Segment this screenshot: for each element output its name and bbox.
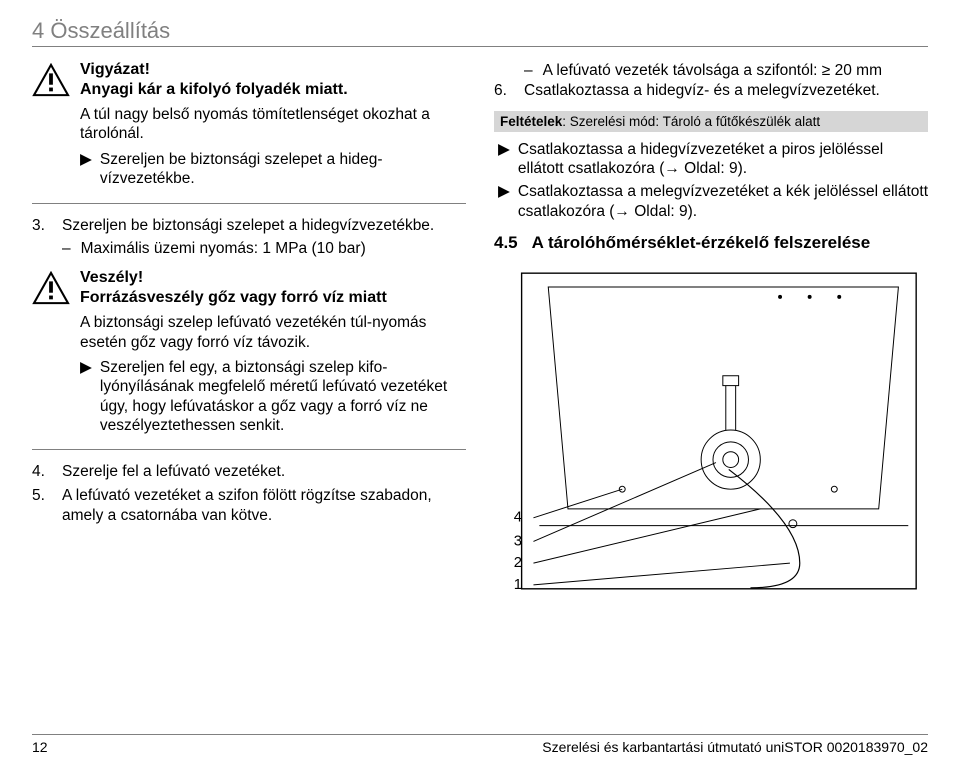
bullet-text: Csatlakoztassa a hidegvízvezetéket a pir… — [518, 140, 928, 179]
triangle-icon: ▶ — [80, 150, 92, 189]
right-column: – A lefúvató vezeték távolsága a szifont… — [494, 61, 928, 600]
triangle-icon: ▶ — [80, 358, 92, 436]
conditions-text: : Szerelési mód: Tároló a fűtőkészülék a… — [562, 114, 820, 129]
step-text: Szerelje fel a lefúvató vezetéket. — [62, 462, 466, 482]
step-number: 6. — [494, 81, 512, 101]
step-text: A lefúvató vezetéket a szifon fölött rög… — [62, 486, 466, 526]
diagram-label-1: 1 — [514, 577, 522, 593]
subsection-title: A tárolóhőmérséklet-érzékelő felszerelés… — [532, 233, 871, 253]
page-number: 12 — [32, 739, 48, 755]
diagram-label-3: 3 — [514, 534, 522, 550]
sensor-install-diagram: 4 3 2 1 — [494, 265, 928, 595]
connect-bullet-2: ▶ Csatlakoztassa a melegvízvezetéket a k… — [498, 182, 928, 221]
step-number: 5. — [32, 486, 50, 526]
doc-reference: Szerelési és karbantartási útmutató uniS… — [542, 739, 928, 755]
danger-subtitle: Forrázásveszély gőz vagy forró víz miatt — [80, 289, 466, 307]
danger-text: A biztonsági szelep lefúvató vezetékén t… — [80, 313, 466, 352]
step-number: 3. — [32, 216, 50, 236]
triangle-icon: ▶ — [498, 182, 510, 221]
step-subtext: Maximális üzemi nyomás: 1 MPa (10 bar) — [81, 239, 366, 259]
caution-title: Vigyázat! — [80, 61, 466, 79]
danger-bullet-text: Szereljen fel egy, a biztonsági szelep k… — [100, 358, 466, 436]
section-header: 4 Összeállítás — [32, 18, 928, 47]
warning-icon — [32, 269, 70, 439]
distance-note: – A lefúvató vezeték távolsága a szifont… — [524, 61, 928, 81]
step-text: Szereljen be biztonsági szelepet a hideg… — [62, 216, 466, 236]
conditions-box: Feltételek: Szerelési mód: Tároló a fűtő… — [494, 111, 928, 132]
diagram-label-2: 2 — [514, 555, 522, 571]
page-footer: 12 Szerelési és karbantartási útmutató u… — [32, 734, 928, 755]
caution-bullet: ▶ Szereljen be biztonsági szelepet a hid… — [80, 150, 466, 189]
caution-bullet-text: Szereljen be biztonsági szelepet a hideg… — [100, 150, 466, 189]
bullet-text: Csatlakoztassa a melegvízvezetéket a kék… — [518, 182, 928, 221]
content-columns: Vigyázat! Anyagi kár a kifolyó folyadék … — [32, 61, 928, 600]
danger-box: Veszély! Forrázásveszély gőz vagy forró … — [32, 269, 466, 450]
connect-bullet-1: ▶ Csatlakoztassa a hidegvízvezetéket a p… — [498, 140, 928, 179]
step-6-block: 6. Csatlakoztassa a hidegvíz- és a meleg… — [494, 81, 928, 101]
distance-text: A lefúvató vezeték távolsága a szifontól… — [543, 61, 882, 81]
triangle-icon: ▶ — [498, 140, 510, 179]
subsection-number: 4.5 — [494, 233, 518, 253]
conditions-label: Feltételek — [500, 114, 562, 129]
step-text: Csatlakoztassa a hidegvíz- és a melegvíz… — [524, 81, 928, 101]
left-column: Vigyázat! Anyagi kár a kifolyó folyadék … — [32, 61, 466, 600]
caution-text: A túl nagy belső nyomás tömítetlenséget … — [80, 105, 466, 144]
step-number: 4. — [32, 462, 50, 482]
steps-4-5: 4. Szerelje fel a lefúvató vezetéket. 5.… — [32, 462, 466, 525]
danger-title: Veszély! — [80, 269, 466, 287]
caution-subtitle: Anyagi kár a kifolyó folyadék miatt. — [80, 81, 466, 99]
dash-icon: – — [62, 239, 71, 259]
step-3-block: 3. Szereljen be biztonsági szelepet a hi… — [32, 216, 466, 260]
dash-icon: – — [524, 61, 533, 81]
caution-box-1: Vigyázat! Anyagi kár a kifolyó folyadék … — [32, 61, 466, 204]
subsection-heading: 4.5 A tárolóhőmérséklet-érzékelő felszer… — [494, 233, 928, 253]
warning-icon — [32, 61, 70, 193]
danger-bullet: ▶ Szereljen fel egy, a biztonsági szelep… — [80, 358, 466, 436]
diagram-label-4: 4 — [514, 510, 522, 526]
